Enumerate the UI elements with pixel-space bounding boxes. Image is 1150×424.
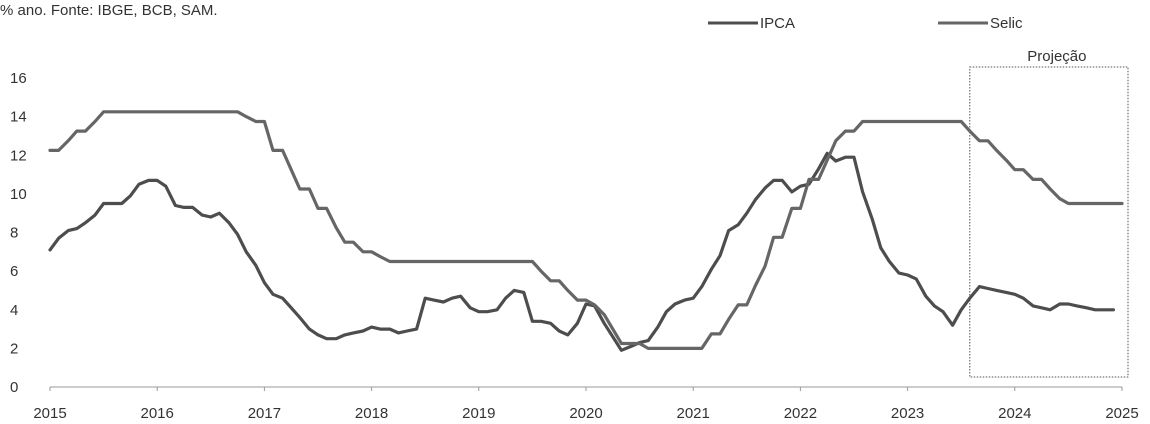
y-tick-label: 14	[10, 109, 27, 126]
projection-label: Projeção	[1027, 48, 1086, 65]
y-tick-label: 10	[10, 186, 27, 203]
x-tick-label: 2015	[33, 405, 66, 422]
series-line-ipca	[48, 151, 1116, 352]
y-tick-label: 12	[10, 147, 27, 164]
x-tick-label: 2024	[998, 405, 1031, 422]
x-tick-label: 2022	[784, 405, 817, 422]
y-tick-label: 16	[10, 70, 27, 87]
x-tick-label: 2017	[248, 405, 281, 422]
series-line-selic	[48, 110, 1124, 350]
series-group	[48, 110, 1124, 352]
chart-subtitle: % ano. Fonte: IBGE, BCB, SAM.	[0, 2, 218, 19]
x-tick-label: 2025	[1105, 405, 1138, 422]
y-tick-label: 4	[10, 302, 18, 319]
y-tick-label: 8	[10, 225, 18, 242]
y-tick-label: 6	[10, 263, 18, 280]
y-tick-label: 2	[10, 340, 18, 357]
legend: IPCA Selic	[708, 15, 1023, 32]
y-axis: 0 2 4 6 8 10 12 14 16	[10, 70, 27, 396]
x-axis: 2015 2016 2017 2018 2019 2020 2021 2022 2023 2024…	[33, 386, 1139, 422]
x-tick-label: 2023	[891, 405, 924, 422]
legend-label-ipca: IPCA	[760, 15, 795, 32]
projection-box	[969, 66, 1129, 378]
x-tick-label: 2018	[355, 405, 388, 422]
x-tick-label: 2020	[569, 405, 602, 422]
legend-label-selic: Selic	[990, 15, 1023, 32]
x-tick-label: 2019	[462, 405, 495, 422]
x-tick-label: 2016	[141, 405, 174, 422]
y-tick-label: 0	[10, 379, 18, 396]
x-tick-label: 2021	[677, 405, 710, 422]
projection-region: Projeção	[969, 48, 1129, 378]
